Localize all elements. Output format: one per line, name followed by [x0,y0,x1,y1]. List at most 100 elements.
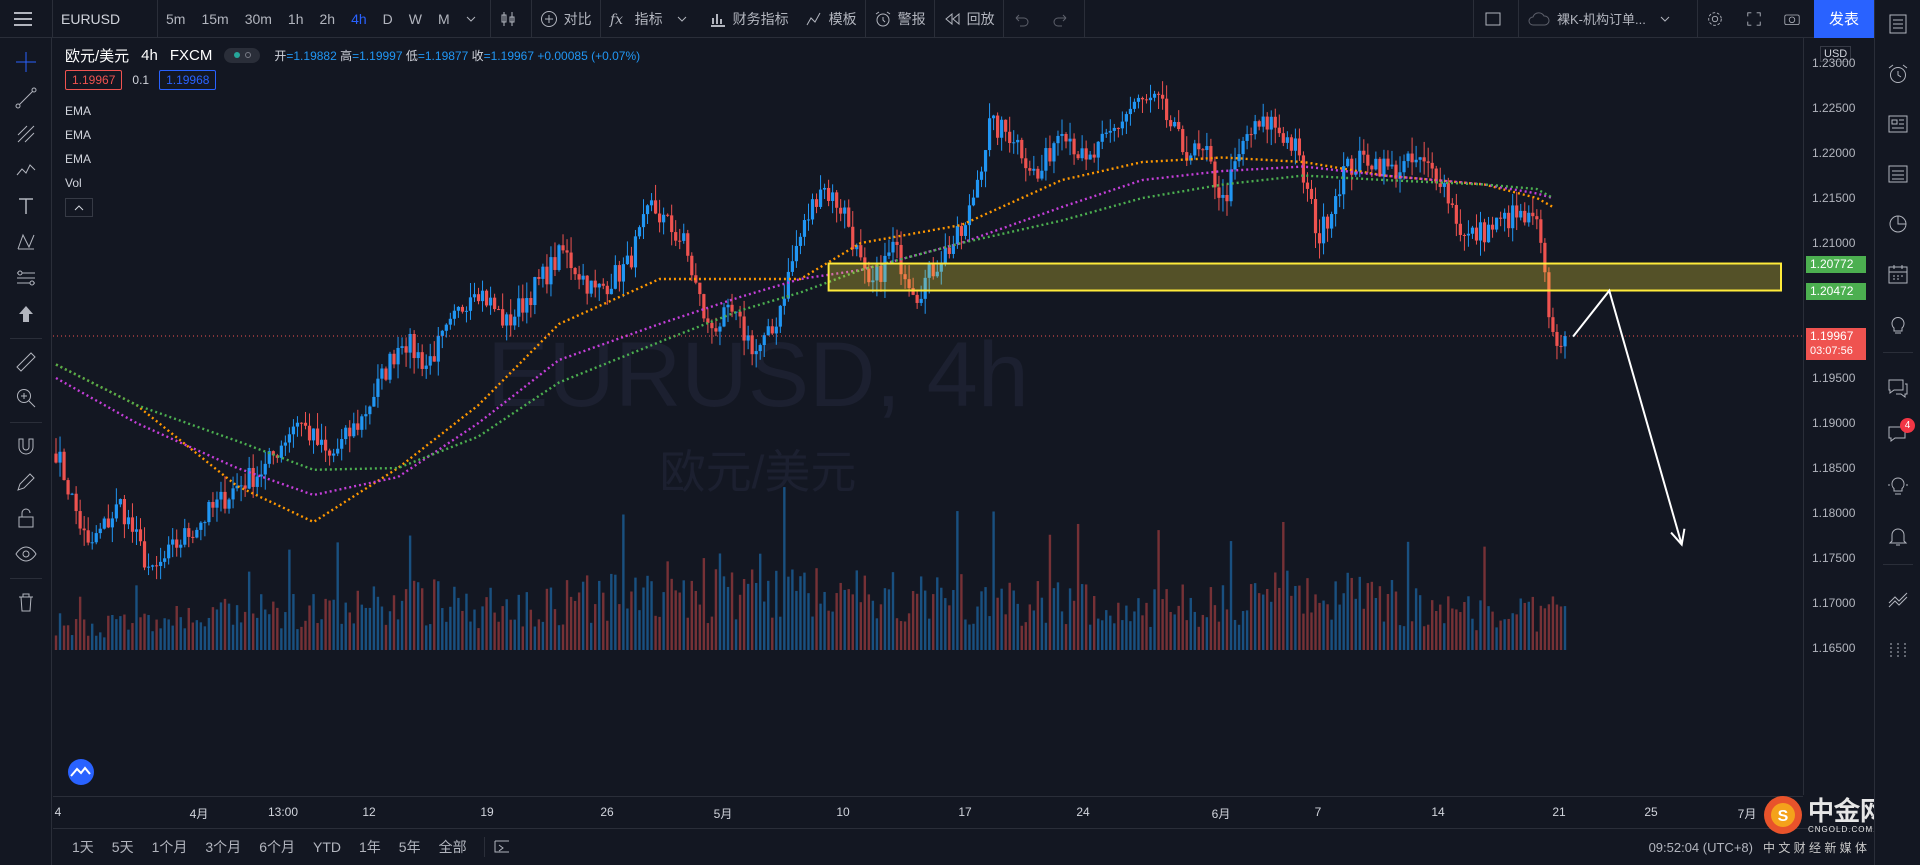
volume-bar [1499,620,1502,650]
interval-4h[interactable]: 4h [351,10,367,27]
candle-body [1454,204,1458,224]
range-ytd[interactable]: YTD [312,839,341,855]
candle-body [90,542,94,544]
xabcd-tool-icon[interactable] [12,228,40,256]
prediction-tool-icon[interactable] [12,264,40,292]
trash-icon[interactable] [12,588,40,616]
text-tool-icon[interactable] [12,192,40,220]
candle-body [505,314,509,326]
bell-icon[interactable] [1884,522,1912,550]
magnet-icon[interactable] [12,432,40,460]
interval-15m[interactable]: 15m [201,10,229,27]
menu-icon[interactable] [0,0,52,38]
financials-button[interactable]: 财务指标 [701,0,797,38]
range-5y[interactable]: 5年 [398,839,421,855]
interval-m[interactable]: M [438,10,450,27]
arrow-up-icon[interactable] [12,300,40,328]
resistance-zone[interactable] [827,262,1782,292]
bid-button[interactable]: 1.19967 [65,70,123,90]
news-icon[interactable] [1884,110,1912,138]
range-5d[interactable]: 5天 [111,839,134,855]
indicator-ema-1[interactable]: EMA [65,104,92,118]
undo-icon[interactable] [1004,0,1044,38]
pattern-tool-icon[interactable] [12,156,40,184]
volume-bar [86,635,90,650]
layout-select-icon[interactable] [1474,0,1518,38]
candle-body [706,318,710,323]
range-1d[interactable]: 1天 [72,839,94,855]
fib-tool-icon[interactable] [12,120,40,148]
interval-1h[interactable]: 1h [287,10,304,27]
svg-text:S: S [1778,808,1789,825]
alert-button[interactable]: 警报 [866,0,934,38]
alarm-clock-icon[interactable] [1884,60,1912,88]
interval-30m[interactable]: 30m [244,10,272,27]
candle-body [790,261,794,272]
indicator-vol[interactable]: Vol [65,176,82,190]
tv-logo-icon[interactable] [68,759,94,785]
range-1y[interactable]: 1年 [358,839,381,855]
ask-button[interactable]: 1.19968 [159,70,217,90]
collapse-legend-button[interactable] [65,198,93,217]
candle-body [1181,129,1185,153]
hotlist-icon[interactable] [1884,160,1912,188]
volume-bar [722,576,726,650]
eye-icon[interactable] [12,540,40,568]
interval-w[interactable]: W [408,10,422,27]
chart-type-button[interactable] [491,0,531,38]
replay-button[interactable]: 回放 [935,0,1003,38]
calendar-icon[interactable] [1884,260,1912,288]
lightbulb-icon[interactable] [1884,310,1912,338]
candle-body [191,536,195,538]
trend-line-icon[interactable] [12,84,40,112]
redo-icon[interactable] [1044,0,1084,38]
compare-button[interactable]: 对比 [532,0,600,38]
interval-2h[interactable]: 2h [319,10,336,27]
candle-body [1140,97,1145,100]
volume-bar [815,568,818,650]
symbol-search[interactable]: EURUSD [61,10,121,27]
price-axis[interactable]: USD 1.23000 1.22500 1.22000 1.21500 1.21000 1… [1803,38,1873,795]
notifications-chat-icon[interactable]: 4 [1884,418,1915,448]
range-1m[interactable]: 1个月 [151,839,188,855]
indicator-ema-2[interactable]: EMA [65,128,92,142]
snapshot-camera-icon[interactable] [1776,0,1814,38]
interval-dropdown-icon[interactable] [458,0,490,38]
range-6m[interactable]: 6个月 [259,839,295,855]
price-chart[interactable]: EURUSD, 4h 欧元/美元 [53,38,1803,795]
crosshair-icon[interactable] [12,48,40,76]
projection-arrow[interactable] [1572,288,1683,545]
templates-button[interactable]: 模板 [797,0,865,38]
interval-5m[interactable]: 5m [166,10,186,27]
range-all[interactable]: 全部 [438,839,467,855]
interval-d[interactable]: D [382,10,393,27]
publish-button[interactable]: 发表 [1814,0,1874,38]
volume-bar [1451,608,1454,650]
volume-bar [364,607,368,650]
layout-name-button[interactable]: 裸K-机构订单... [1519,0,1697,38]
pencil-lock-icon[interactable] [12,468,40,496]
zoom-in-icon[interactable] [12,384,40,412]
time-axis[interactable]: 4 4月 13:00 12 19 26 5月 10 17 24 6月 7 14 21 25 7月 [53,796,1803,826]
volume-bar [851,594,854,650]
fullscreen-icon[interactable] [1738,0,1776,38]
range-3m[interactable]: 3个月 [205,839,242,855]
volume-bar [1262,594,1265,650]
goto-date-icon[interactable] [493,838,511,857]
volume-bar [1302,613,1305,650]
ruler-icon[interactable] [12,348,40,376]
currency-label: USD [1820,46,1852,62]
trend-chart-icon[interactable] [1884,586,1912,614]
watchlist-icon[interactable] [1884,10,1912,38]
indicators-button[interactable]: fx 指标 [601,0,701,38]
settings-gear-icon[interactable] [1698,0,1738,38]
candle-body [219,491,223,500]
candle-body [1301,155,1306,183]
indicator-ema-3[interactable]: EMA [65,152,92,166]
lock-icon[interactable] [12,504,40,532]
chat-icon[interactable] [1884,374,1912,402]
order-panel-icon[interactable] [1884,636,1912,664]
pie-chart-icon[interactable] [1884,210,1912,238]
idea-bulb-icon[interactable] [1884,472,1912,500]
clock[interactable]: 09:52:04 (UTC+8) [1648,839,1753,855]
